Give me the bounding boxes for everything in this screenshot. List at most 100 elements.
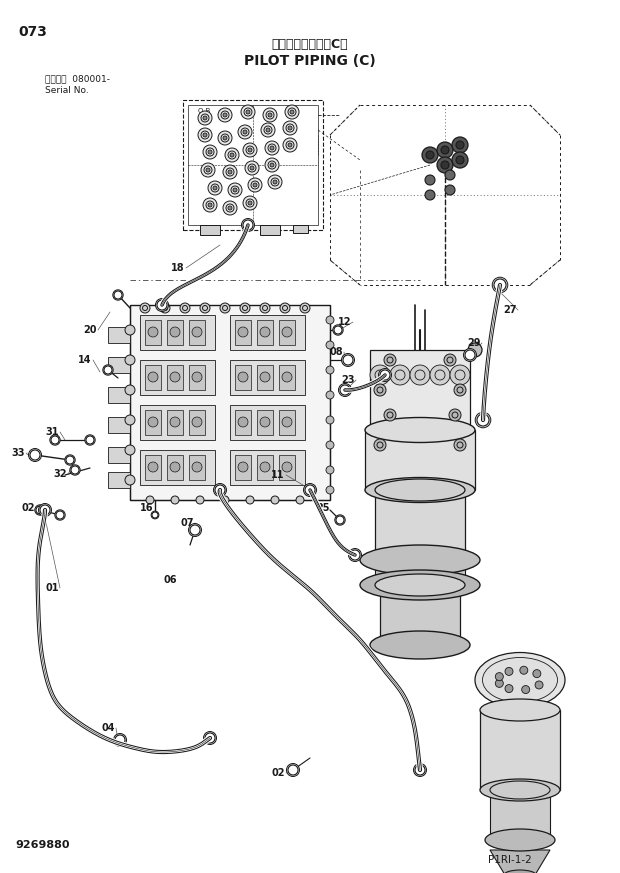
Circle shape (125, 475, 135, 485)
Text: 16: 16 (140, 503, 154, 513)
Circle shape (335, 515, 345, 526)
Circle shape (103, 365, 113, 375)
Circle shape (238, 125, 252, 139)
Circle shape (270, 163, 274, 167)
Polygon shape (490, 850, 550, 873)
Circle shape (192, 372, 202, 382)
Bar (235, 320, 251, 345)
Text: 32: 32 (53, 469, 67, 479)
Circle shape (288, 143, 292, 147)
Circle shape (266, 128, 270, 132)
Bar (293, 225, 308, 233)
Circle shape (245, 161, 259, 175)
Circle shape (223, 113, 227, 117)
Text: 06: 06 (163, 575, 177, 585)
Circle shape (246, 110, 250, 114)
Circle shape (437, 142, 453, 158)
Bar (167, 455, 183, 480)
Circle shape (285, 105, 299, 119)
Circle shape (125, 415, 135, 425)
Text: Serial No.: Serial No. (45, 86, 89, 95)
Circle shape (157, 300, 167, 310)
Circle shape (282, 327, 292, 337)
Bar (279, 455, 295, 480)
Circle shape (30, 450, 40, 460)
Ellipse shape (475, 652, 565, 707)
Circle shape (160, 303, 170, 313)
Circle shape (243, 130, 247, 134)
Circle shape (260, 372, 270, 382)
Circle shape (336, 516, 344, 524)
Text: 25: 25 (316, 503, 330, 513)
Bar (108, 387, 130, 403)
Circle shape (71, 466, 79, 474)
Circle shape (290, 110, 294, 114)
Circle shape (223, 136, 227, 140)
Circle shape (495, 679, 503, 687)
Circle shape (198, 111, 212, 125)
Circle shape (533, 670, 541, 677)
Circle shape (151, 511, 159, 519)
Ellipse shape (490, 781, 550, 799)
Circle shape (410, 365, 430, 385)
Text: パイロット配管（C）: パイロット配管（C） (272, 38, 348, 51)
Circle shape (340, 385, 350, 395)
Circle shape (263, 108, 277, 122)
Circle shape (115, 735, 125, 745)
Circle shape (125, 355, 135, 365)
Bar (108, 417, 130, 433)
Circle shape (35, 505, 45, 515)
Bar (189, 365, 205, 390)
Bar (230, 405, 305, 440)
Circle shape (238, 327, 248, 337)
Bar (365, 430, 475, 490)
Circle shape (113, 290, 123, 300)
Circle shape (50, 435, 60, 445)
Bar (257, 455, 273, 480)
Circle shape (268, 113, 272, 117)
Circle shape (378, 368, 391, 382)
Circle shape (380, 370, 390, 380)
Circle shape (334, 326, 342, 334)
Circle shape (192, 327, 202, 337)
Circle shape (260, 303, 270, 313)
Text: 11: 11 (272, 470, 285, 480)
Circle shape (384, 354, 396, 366)
Bar (490, 790, 550, 840)
Circle shape (200, 303, 210, 313)
Circle shape (326, 391, 334, 399)
Ellipse shape (480, 779, 560, 801)
Circle shape (233, 188, 237, 192)
Circle shape (444, 354, 456, 366)
Circle shape (223, 201, 237, 215)
Circle shape (148, 417, 158, 427)
Text: P1RI-1-2: P1RI-1-2 (488, 855, 532, 865)
Circle shape (475, 412, 491, 428)
Bar (370, 350, 470, 430)
Bar (235, 455, 251, 480)
Bar (108, 447, 130, 463)
Bar (167, 320, 183, 345)
Circle shape (350, 550, 360, 560)
Ellipse shape (360, 570, 480, 600)
Circle shape (261, 123, 275, 137)
Bar (230, 450, 305, 485)
Bar (183, 100, 323, 230)
Circle shape (326, 416, 334, 424)
Text: 27: 27 (503, 305, 516, 315)
Bar (189, 455, 205, 480)
Ellipse shape (375, 549, 465, 571)
Circle shape (146, 496, 154, 504)
Bar (145, 455, 161, 480)
Circle shape (452, 152, 468, 168)
Circle shape (300, 303, 310, 313)
Circle shape (170, 417, 180, 427)
Circle shape (283, 138, 297, 152)
Circle shape (454, 439, 466, 451)
Circle shape (192, 417, 202, 427)
Circle shape (238, 417, 248, 427)
Circle shape (113, 733, 126, 746)
Circle shape (243, 143, 257, 157)
Text: PILOT PIPING (C): PILOT PIPING (C) (244, 54, 376, 68)
Bar (188, 105, 318, 225)
